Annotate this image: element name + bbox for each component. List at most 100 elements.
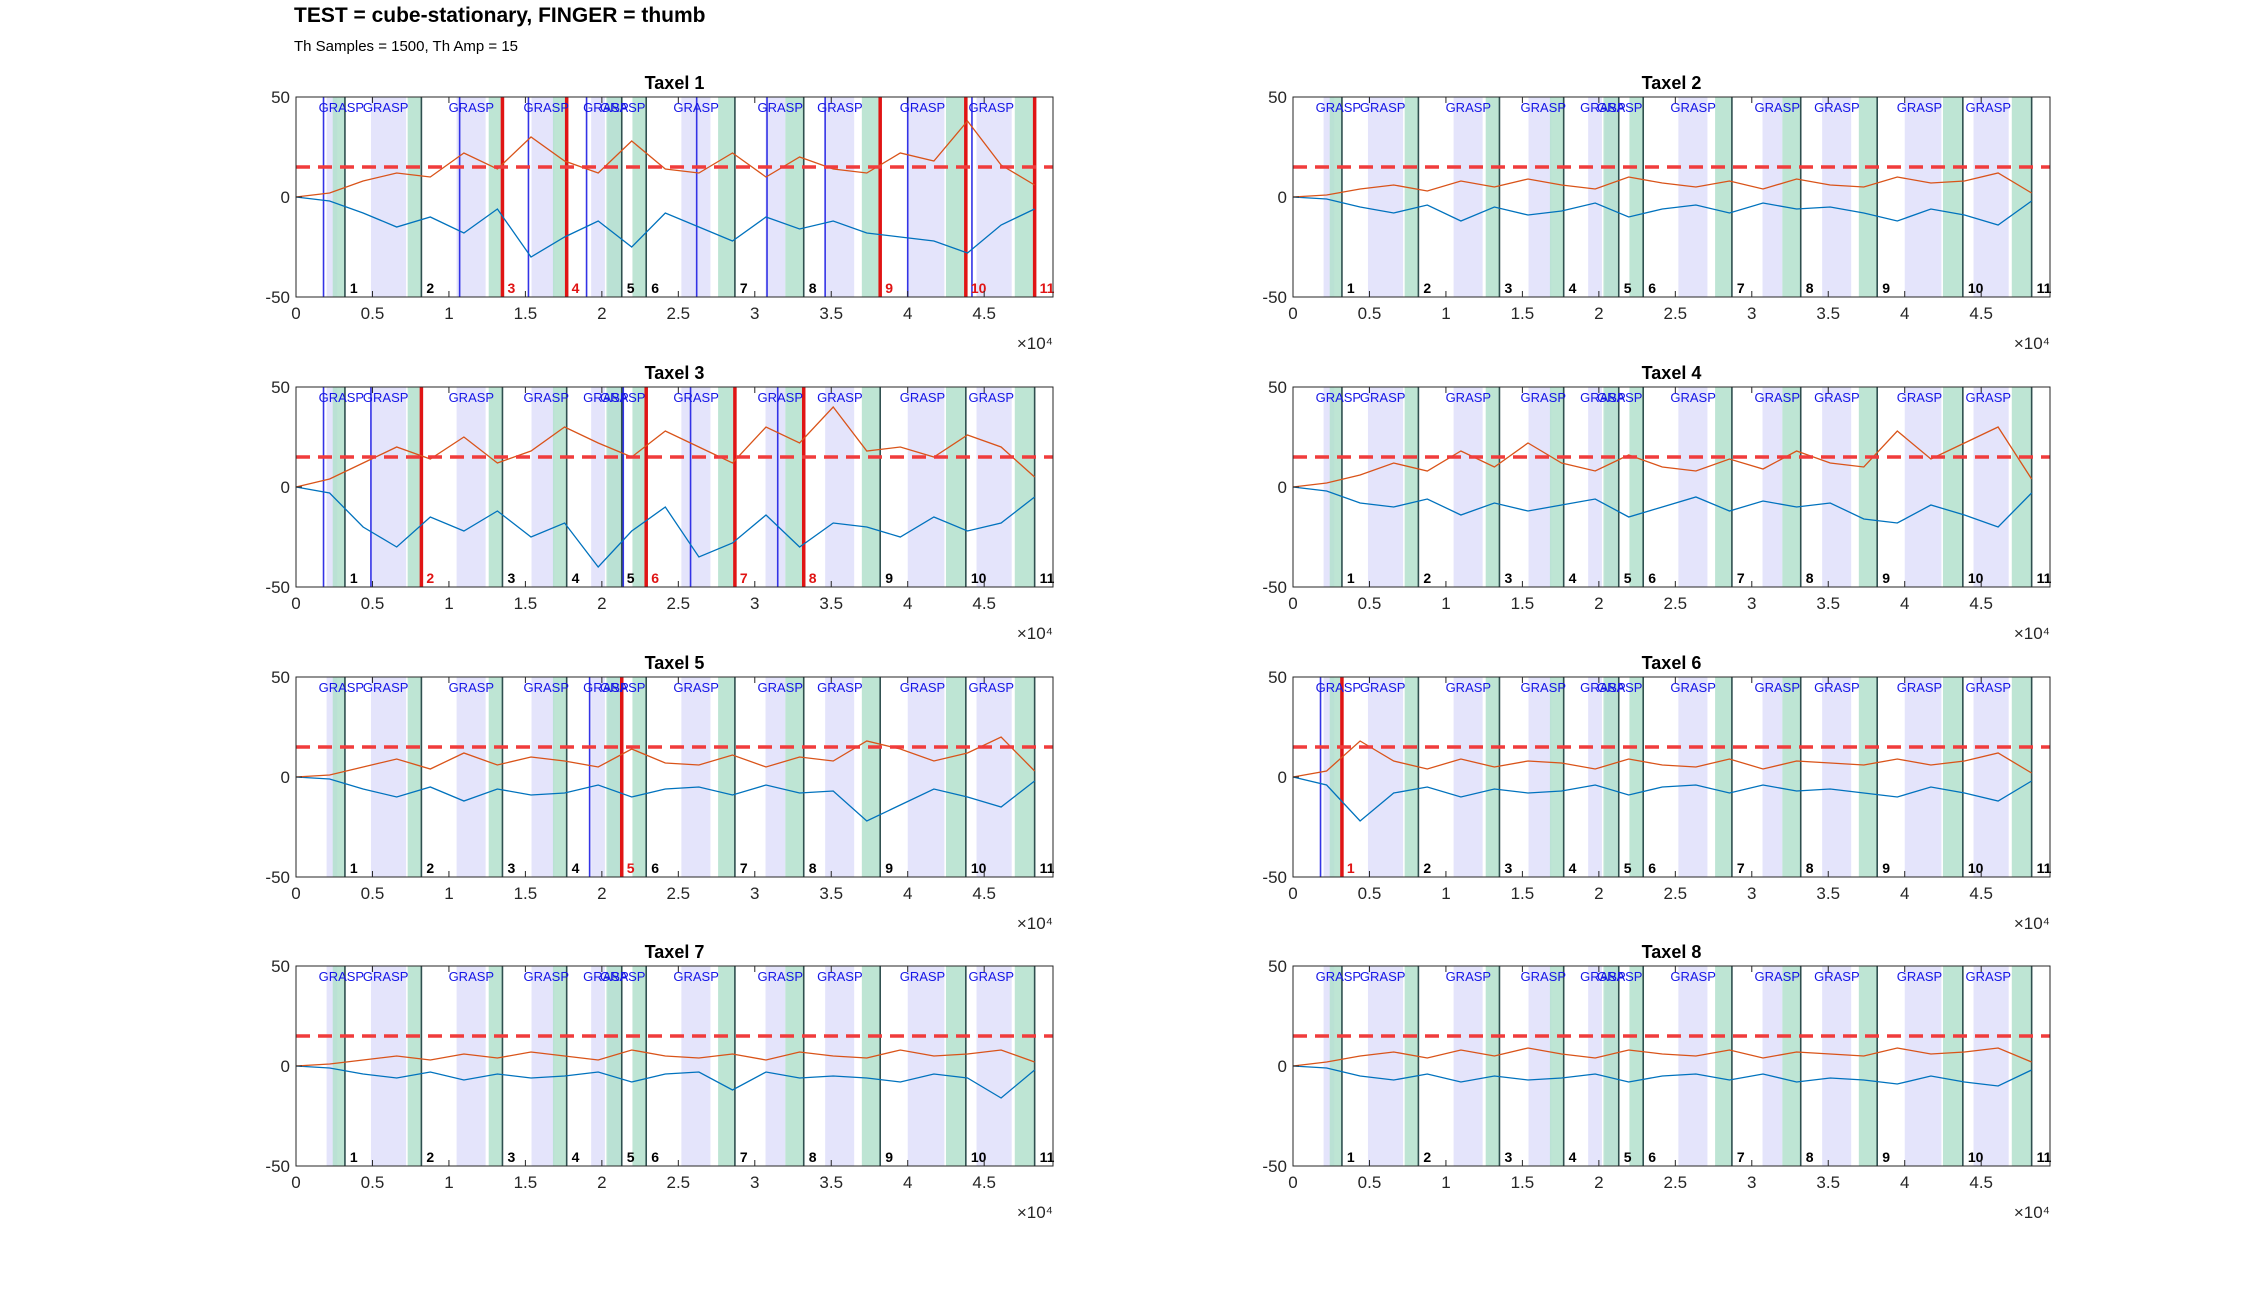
x-tick-label: 0 [1288,1173,1297,1192]
release-region [407,966,422,1166]
grasp-region [326,387,338,587]
release-region [552,387,567,587]
x-tick-label: 4.5 [1969,304,1993,323]
x-tick-label: 4.5 [972,884,996,903]
release-region [332,97,345,297]
trial-label: 6 [651,860,659,876]
y-tick-label: -50 [1262,578,1287,597]
grasp-region [1973,97,2009,297]
grasp-label: GRASP [1754,390,1800,405]
trial-label: 3 [1504,280,1512,296]
trial-label: 8 [809,280,817,296]
trial-label: 5 [627,280,635,296]
trial-label: 2 [1423,1149,1431,1165]
release-region [1329,677,1342,877]
release-region [2011,387,2032,587]
grasp-region [1323,97,1335,297]
trial-label: 10 [1968,1149,1984,1165]
grasp-label: GRASP [757,680,803,695]
trial-label: 2 [1423,570,1431,586]
grasp-label: GRASP [757,100,803,115]
trial-label: 2 [426,280,434,296]
grasp-label: GRASP [1446,390,1492,405]
trial-label: 4 [572,570,580,586]
trial-label: 6 [651,1149,659,1165]
release-region [718,966,735,1166]
grasp-region [326,677,338,877]
release-region [1715,387,1732,587]
release-region [1715,97,1732,297]
trial-label: 5 [1624,570,1632,586]
y-tick-label: -50 [1262,868,1287,887]
grasp-region [531,97,555,297]
grasp-region [1453,387,1483,587]
grasp-label: GRASP [600,969,646,984]
release-region [718,387,735,587]
x-tick-label: 1.5 [1511,304,1535,323]
grasp-label: GRASP [1966,680,2012,695]
trial-label: 11 [2037,570,2052,586]
y-tick-label: -50 [265,868,290,887]
grasp-region [1323,677,1335,877]
grasp-region [1762,966,1783,1166]
trial-label: 5 [627,860,635,876]
trial-label: 8 [809,1149,817,1165]
grasp-label: GRASP [1897,100,1943,115]
grasp-label: GRASP [1360,390,1406,405]
grasp-label: GRASP [1580,100,1626,115]
trial-label: 9 [1882,860,1890,876]
grasp-region [825,387,855,587]
release-region [1404,387,1419,587]
y-tick-label: 0 [281,478,290,497]
release-region [552,677,567,877]
y-tick-label: 0 [1278,478,1287,497]
x-tick-label: 0.5 [361,1173,385,1192]
release-region [1782,97,1801,297]
x-tick-label: 4 [1900,1173,1909,1192]
grasp-region [1678,387,1708,587]
release-region [1485,677,1500,877]
grasp-region [1453,677,1483,877]
trial-label: 1 [1347,1149,1355,1165]
x-tick-label: 0.5 [361,594,385,613]
x-tick-label: 0 [1288,594,1297,613]
grasp-label: GRASP [1446,680,1492,695]
release-region [1942,97,1963,297]
grasp-label: GRASP [1754,680,1800,695]
x-tick-label: 4 [903,884,912,903]
grasp-region [456,97,486,297]
trial-label: 1 [1347,280,1355,296]
release-region [1485,387,1500,587]
x-tick-label: 3.5 [819,1173,843,1192]
x-tick-label: 3 [750,884,759,903]
x-tick-label: 4.5 [1969,594,1993,613]
grasp-region [681,387,711,587]
release-region [1858,677,1878,877]
grasp-label: GRASP [969,969,1015,984]
grasp-label: GRASP [1521,390,1567,405]
grasp-region [370,97,407,297]
trial-label: 11 [1040,570,1055,586]
release-region [1549,97,1564,297]
release-region [1485,966,1500,1166]
grasp-label: GRASP [449,969,495,984]
grasp-label: GRASP [1670,390,1716,405]
release-region [488,97,503,297]
trial-label: 6 [1648,1149,1656,1165]
release-region [1603,677,1619,877]
release-region [1782,387,1801,587]
release-region [488,677,503,877]
grasp-region [1678,97,1708,297]
trial-label: 9 [1882,1149,1890,1165]
grasp-label: GRASP [1670,100,1716,115]
grasp-label: GRASP [900,390,946,405]
grasp-label: GRASP [900,100,946,115]
release-region [2011,677,2032,877]
grasp-region [1822,97,1852,297]
grasp-label: GRASP [1360,680,1406,695]
release-region [632,966,647,1166]
release-region [1014,387,1035,587]
trial-label: 3 [507,860,515,876]
